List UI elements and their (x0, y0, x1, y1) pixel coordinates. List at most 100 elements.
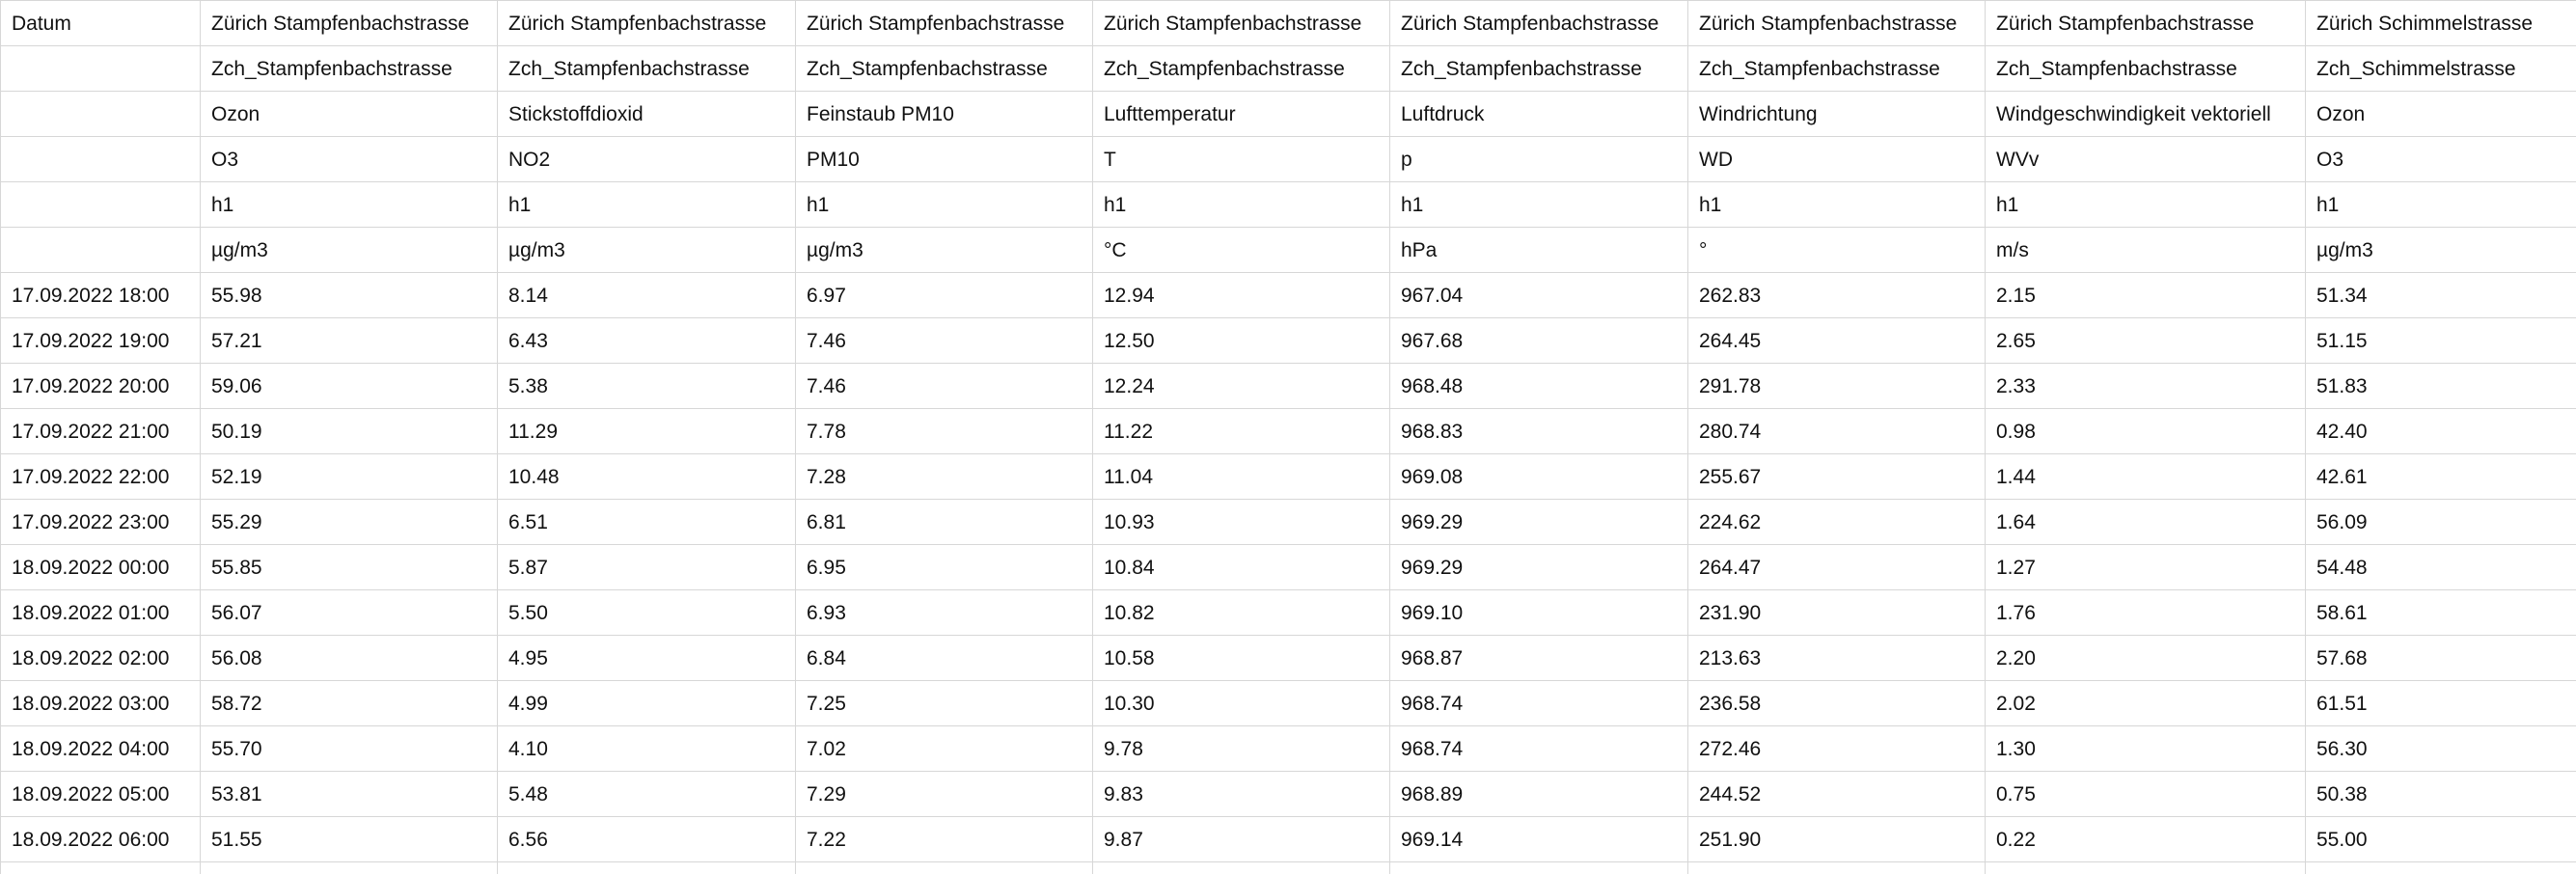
table-cell: 2.20 (1985, 635, 2306, 681)
table-cell: 231.90 (1687, 589, 1986, 636)
table-cell: 58.61 (2305, 589, 2576, 636)
table-cell: 9.87 (1092, 816, 1390, 862)
table-cell: 10.93 (1092, 499, 1390, 545)
timestamp-cell: 17.09.2022 20:00 (0, 363, 201, 409)
header-row: Zch_Stampfenbachstrasse Zch_Stampfenbachs… (0, 45, 2576, 92)
table-cell: 51.55 (200, 816, 498, 862)
header-cell: Zürich Stampfenbachstrasse (497, 0, 796, 46)
table-cell: 968.83 (1389, 408, 1688, 454)
table-cell: 55.70 (200, 725, 498, 772)
timestamp-cell: 17.09.2022 18:00 (0, 272, 201, 318)
table-cell: 969.29 (1389, 499, 1688, 545)
table-cell: 6.97 (795, 272, 1093, 318)
table-cell: 8.41 (497, 861, 796, 874)
table-cell: 7.46 (795, 317, 1093, 364)
table-row: 18.09.2022 05:00 53.81 5.48 7.29 9.83 968.89 2… (0, 771, 2576, 817)
table-cell: 10.58 (1092, 635, 1390, 681)
table-cell: 213.63 (1687, 635, 1986, 681)
table-cell: 57.68 (2305, 635, 2576, 681)
header-row: Ozon Stickstoffdioxid Feinstaub PM10 Luftte… (0, 91, 2576, 137)
table-cell: 2.33 (1985, 363, 2306, 409)
label-cell (0, 45, 201, 92)
table-cell: 968.74 (1389, 725, 1688, 772)
table-cell: 6.51 (497, 499, 796, 545)
table-cell: 11.29 (497, 408, 796, 454)
header-cell: O3 (200, 136, 498, 182)
timestamp-cell: 17.09.2022 22:00 (0, 453, 201, 500)
table-cell: 55.98 (200, 272, 498, 318)
header-cell: Zürich Stampfenbachstrasse (200, 0, 498, 46)
table-row: 18.09.2022 02:00 56.08 4.95 6.84 10.58 968.87… (0, 635, 2576, 681)
table-cell: 55.00 (2305, 816, 2576, 862)
header-cell: µg/m3 (795, 227, 1093, 273)
table-cell: 6.95 (795, 544, 1093, 590)
header-cell: h1 (795, 181, 1093, 228)
table-cell: 55.85 (200, 544, 498, 590)
header-cell: h1 (1092, 181, 1390, 228)
table-cell: 11.22 (1092, 408, 1390, 454)
table-cell: 1.27 (1985, 544, 2306, 590)
table-cell: 0.47 (1985, 861, 2306, 874)
table-cell: 49.32 (200, 861, 498, 874)
table-cell: 1.64 (1985, 499, 2306, 545)
table-cell: 7.22 (795, 816, 1093, 862)
table-cell: 2.65 (1985, 317, 2306, 364)
table-cell: 244.52 (1687, 771, 1986, 817)
header-row: h1 h1 h1 h1 h1 h1 h1 h1 (0, 181, 2576, 228)
table-row: 17.09.2022 19:00 57.21 6.43 7.46 12.50 967.68… (0, 317, 2576, 364)
table-cell: 12.24 (1092, 363, 1390, 409)
header-cell: h1 (1389, 181, 1688, 228)
table-cell: 968.48 (1389, 363, 1688, 409)
header-cell: µg/m3 (2305, 227, 2576, 273)
header-cell: p (1389, 136, 1688, 182)
table-cell: 56.08 (200, 635, 498, 681)
header-cell: Stickstoffdioxid (497, 91, 796, 137)
table-cell: 10.84 (1092, 544, 1390, 590)
table-cell: 4.10 (497, 725, 796, 772)
table-cell: 9.78 (1092, 725, 1390, 772)
table-cell: 967.68 (1389, 317, 1688, 364)
table-cell: 9.83 (1092, 771, 1390, 817)
table-cell: 6.81 (795, 499, 1093, 545)
header-cell: h1 (200, 181, 498, 228)
header-cell: WD (1687, 136, 1986, 182)
table-cell: 5.50 (497, 589, 796, 636)
header-cell: Ozon (200, 91, 498, 137)
table-row: 18.09.2022 03:00 58.72 4.99 7.25 10.30 968.74… (0, 680, 2576, 726)
table-cell: 6.56 (497, 816, 796, 862)
header-cell: h1 (1985, 181, 2306, 228)
table-cell: 47.06 (2305, 861, 2576, 874)
table-cell: 12.50 (1092, 317, 1390, 364)
table-row: 17.09.2022 20:00 59.06 5.38 7.46 12.24 968.48… (0, 363, 2576, 409)
header-cell: Zch_Stampfenbachstrasse (1687, 45, 1986, 92)
table-row: 17.09.2022 21:00 50.19 11.29 7.78 11.22 968.8… (0, 408, 2576, 454)
table-cell: 5.87 (497, 544, 796, 590)
table-cell: 0.98 (1985, 408, 2306, 454)
table-cell: 6.93 (795, 589, 1093, 636)
header-cell: h1 (2305, 181, 2576, 228)
table-row: 18.09.2022 04:00 55.70 4.10 7.02 9.78 968.74 2… (0, 725, 2576, 772)
table-cell: 7.46 (795, 363, 1093, 409)
table-cell: 54.48 (2305, 544, 2576, 590)
table-cell: 968.87 (1389, 635, 1688, 681)
header-cell: WVv (1985, 136, 2306, 182)
table-cell: 50.19 (200, 408, 498, 454)
table-cell: 50.38 (2305, 771, 2576, 817)
header-cell: Zürich Stampfenbachstrasse (795, 0, 1093, 46)
header-cell: m/s (1985, 227, 2306, 273)
header-cell: Zürich Stampfenbachstrasse (1687, 0, 1986, 46)
header-cell: µg/m3 (497, 227, 796, 273)
timestamp-cell: 18.09.2022 02:00 (0, 635, 201, 681)
table-row: 18.09.2022 06:00 51.55 6.56 7.22 9.87 969.14 2… (0, 816, 2576, 862)
label-cell (0, 136, 201, 182)
header-cell: h1 (1687, 181, 1986, 228)
header-cell: Zürich Stampfenbachstrasse (1985, 0, 2306, 46)
table-cell: 969.29 (1389, 544, 1688, 590)
table-cell: 969.10 (1389, 589, 1688, 636)
table-row: 18.09.2022 07:0049.328.417.589.99969.682… (0, 861, 2576, 874)
header-cell: Windrichtung (1687, 91, 1986, 137)
table-cell: 42.40 (2305, 408, 2576, 454)
table-cell: 6.43 (497, 317, 796, 364)
